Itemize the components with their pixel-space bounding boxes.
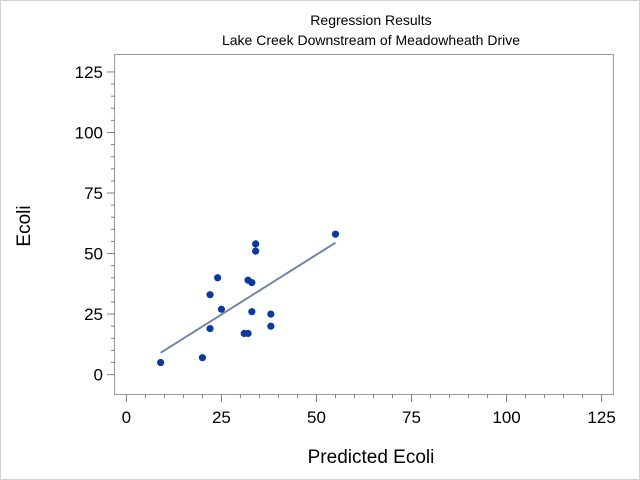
data-point <box>206 325 214 333</box>
y-tick-label: 100 <box>75 123 103 142</box>
chart-title: Regression Results <box>310 12 431 28</box>
regression-fit-line <box>160 241 337 354</box>
axes-layer: 0 25 50 75 100 125 0 25 50 75 100 125 <box>75 63 616 427</box>
y-tick-label: 125 <box>75 63 103 82</box>
x-tick-label: 25 <box>212 408 231 427</box>
y-tick-label: 25 <box>84 305 103 324</box>
data-point <box>252 247 260 255</box>
data-point <box>248 279 256 287</box>
data-point <box>214 274 222 282</box>
y-tick-label: 50 <box>84 245 103 264</box>
data-point <box>244 329 252 338</box>
x-tick-label: 100 <box>492 408 520 427</box>
plot-frame <box>114 54 614 395</box>
y-axis-label: Ecoli <box>14 205 35 246</box>
y-tick-label: 75 <box>84 184 103 203</box>
data-point <box>331 230 340 238</box>
x-tick-label: 125 <box>587 408 615 427</box>
marks-layer <box>157 230 340 367</box>
data-point <box>267 310 275 318</box>
x-tick-label: 50 <box>307 408 326 427</box>
x-tick-label: 75 <box>402 408 421 427</box>
data-point <box>252 240 260 248</box>
data-point <box>157 358 165 367</box>
x-axis-label: Predicted Ecoli <box>308 447 435 468</box>
data-point <box>217 305 226 313</box>
x-tick-label: 0 <box>122 408 131 427</box>
data-point <box>206 291 214 299</box>
chart-subtitle: Lake Creek Downstream of Meadowheath Dri… <box>222 32 520 48</box>
data-point <box>267 322 275 330</box>
data-point <box>198 354 207 362</box>
y-tick-label: 0 <box>94 366 103 385</box>
data-point <box>248 308 256 316</box>
